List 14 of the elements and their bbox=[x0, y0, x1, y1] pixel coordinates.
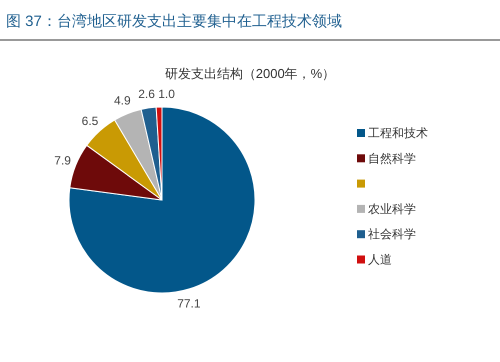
legend-label: 人道 bbox=[368, 252, 392, 266]
data-label: 77.1 bbox=[177, 296, 201, 310]
data-label: 7.9 bbox=[54, 153, 72, 168]
data-label: 4.9 bbox=[114, 94, 131, 108]
legend-label: 自然科学 bbox=[368, 151, 416, 166]
pie-slice bbox=[68, 106, 256, 294]
data-label: 1.0 bbox=[158, 87, 176, 102]
legend-label: 社会科学 bbox=[368, 227, 416, 242]
chart-title: 图 37：台湾地区研发支出主要集中在工程技术领域 bbox=[6, 13, 342, 30]
data-label: 2.6 bbox=[138, 87, 156, 102]
legend-label: 农业科学 bbox=[368, 202, 416, 216]
legend-label: 工程和技术 bbox=[368, 126, 428, 140]
chart-subtitle: 研发支出结构（2000年，%） bbox=[164, 66, 336, 81]
data-label: 6.5 bbox=[82, 114, 99, 128]
